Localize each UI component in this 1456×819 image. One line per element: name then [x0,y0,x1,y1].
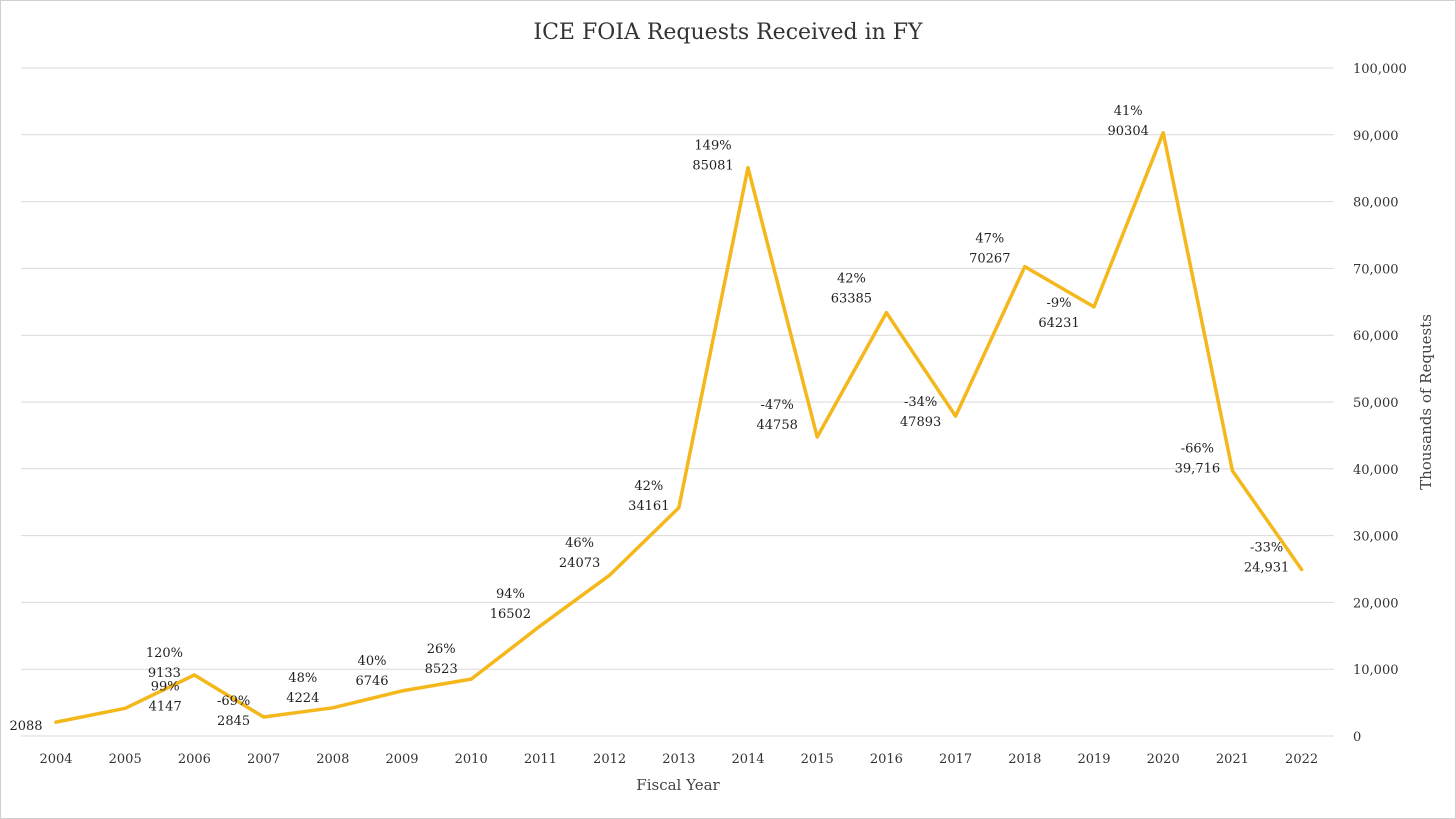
x-tick-label: 2015 [801,752,834,767]
x-axis-title: Fiscal Year [636,776,720,794]
x-tick-label: 2011 [524,752,557,767]
data-label-value: 90304 [1108,124,1149,139]
data-label-pct: -66% [1181,442,1214,457]
data-label-value: 34161 [628,499,669,514]
data-label-value: 4147 [149,699,182,714]
x-tick-label: 2022 [1285,752,1318,767]
y-tick-label: 0 [1353,730,1361,745]
y-tick-label: 40,000 [1353,463,1399,478]
x-tick-label: 2018 [1008,752,1041,767]
data-label-pct: 149% [694,139,731,154]
data-label-value: 9133 [148,666,181,681]
x-tick-label: 2012 [593,752,626,767]
data-label-pct: -34% [904,395,937,410]
data-label-value: 24,931 [1244,560,1290,575]
data-label-pct: 120% [146,646,183,661]
data-label-pct: 94% [496,587,525,602]
data-label-pct: 41% [1114,104,1143,119]
data-label-pct: -69% [217,694,250,709]
data-label-pct: -47% [761,398,794,413]
x-tick-label: 2006 [178,752,211,767]
gridlines [21,67,1334,737]
data-label-value: 64231 [1038,316,1079,331]
x-tick-label: 2019 [1077,752,1110,767]
data-label-value: 44758 [757,418,798,433]
data-label-value: 8523 [425,662,458,677]
data-label-pct: 40% [358,654,387,669]
data-label-pct: 47% [975,232,1004,247]
y-axis-title: Thousands of Requests [1417,314,1435,490]
data-label-value: 85081 [692,159,733,174]
x-tick-label: 2004 [39,752,72,767]
x-tick-label: 2009 [385,752,418,767]
x-tick-label: 2014 [731,752,764,767]
y-tick-label: 20,000 [1353,596,1399,611]
data-label-pct: -33% [1250,540,1283,555]
y-tick-label: 80,000 [1353,196,1399,211]
data-label-pct: 99% [151,679,180,694]
y-tick-label: 10,000 [1353,663,1399,678]
data-label-pct: -9% [1046,296,1071,311]
x-tick-label: 2005 [109,752,142,767]
data-labels: 2088 99% 4147 120% 9133 -69% 2845 48% 4224 40% 674… [9,104,1289,734]
x-tick-label: 2008 [316,752,349,767]
x-tick-label: 2010 [455,752,488,767]
data-label-value: 70267 [969,252,1010,267]
series-line [54,131,1304,724]
data-label-pct: 48% [288,671,317,686]
y-tick-label: 30,000 [1353,530,1399,545]
y-tick-label: 70,000 [1353,262,1399,277]
x-tick-label: 2007 [247,752,280,767]
data-label-pct: 26% [427,642,456,657]
data-label-value: 16502 [490,607,531,622]
x-tick-label: 2017 [939,752,972,767]
data-label-value: 63385 [831,292,872,307]
data-label-value: 6746 [355,674,388,689]
data-label-value: 24073 [559,556,600,571]
data-label-pct: 46% [565,536,594,551]
y-tick-label: 50,000 [1353,396,1399,411]
x-axis-ticks: 2004 2005 2006 2007 2008 2009 2010 2011 2012 2013… [39,752,1318,767]
series-layer [54,131,1304,724]
chart-title: ICE FOIA Requests Received in FY [533,20,923,45]
y-tick-label: 100,000 [1353,62,1407,77]
y-tick-label: 60,000 [1353,329,1399,344]
data-label-pct: 42% [634,479,663,494]
x-tick-label: 2021 [1216,752,1249,767]
x-tick-label: 2016 [870,752,903,767]
data-label-value: 47893 [900,415,941,430]
data-label-value: 2845 [217,714,250,729]
x-tick-label: 2020 [1147,752,1180,767]
data-label-value: 2088 [9,719,42,734]
data-label-value: 4224 [286,691,319,706]
data-label-pct: 42% [837,272,866,287]
y-axis-ticks: 0 10,000 20,000 30,000 40,000 50,000 60,000 70,… [1353,62,1407,745]
y-tick-label: 90,000 [1353,129,1399,144]
data-label-value: 39,716 [1175,462,1221,477]
x-tick-label: 2013 [662,752,695,767]
